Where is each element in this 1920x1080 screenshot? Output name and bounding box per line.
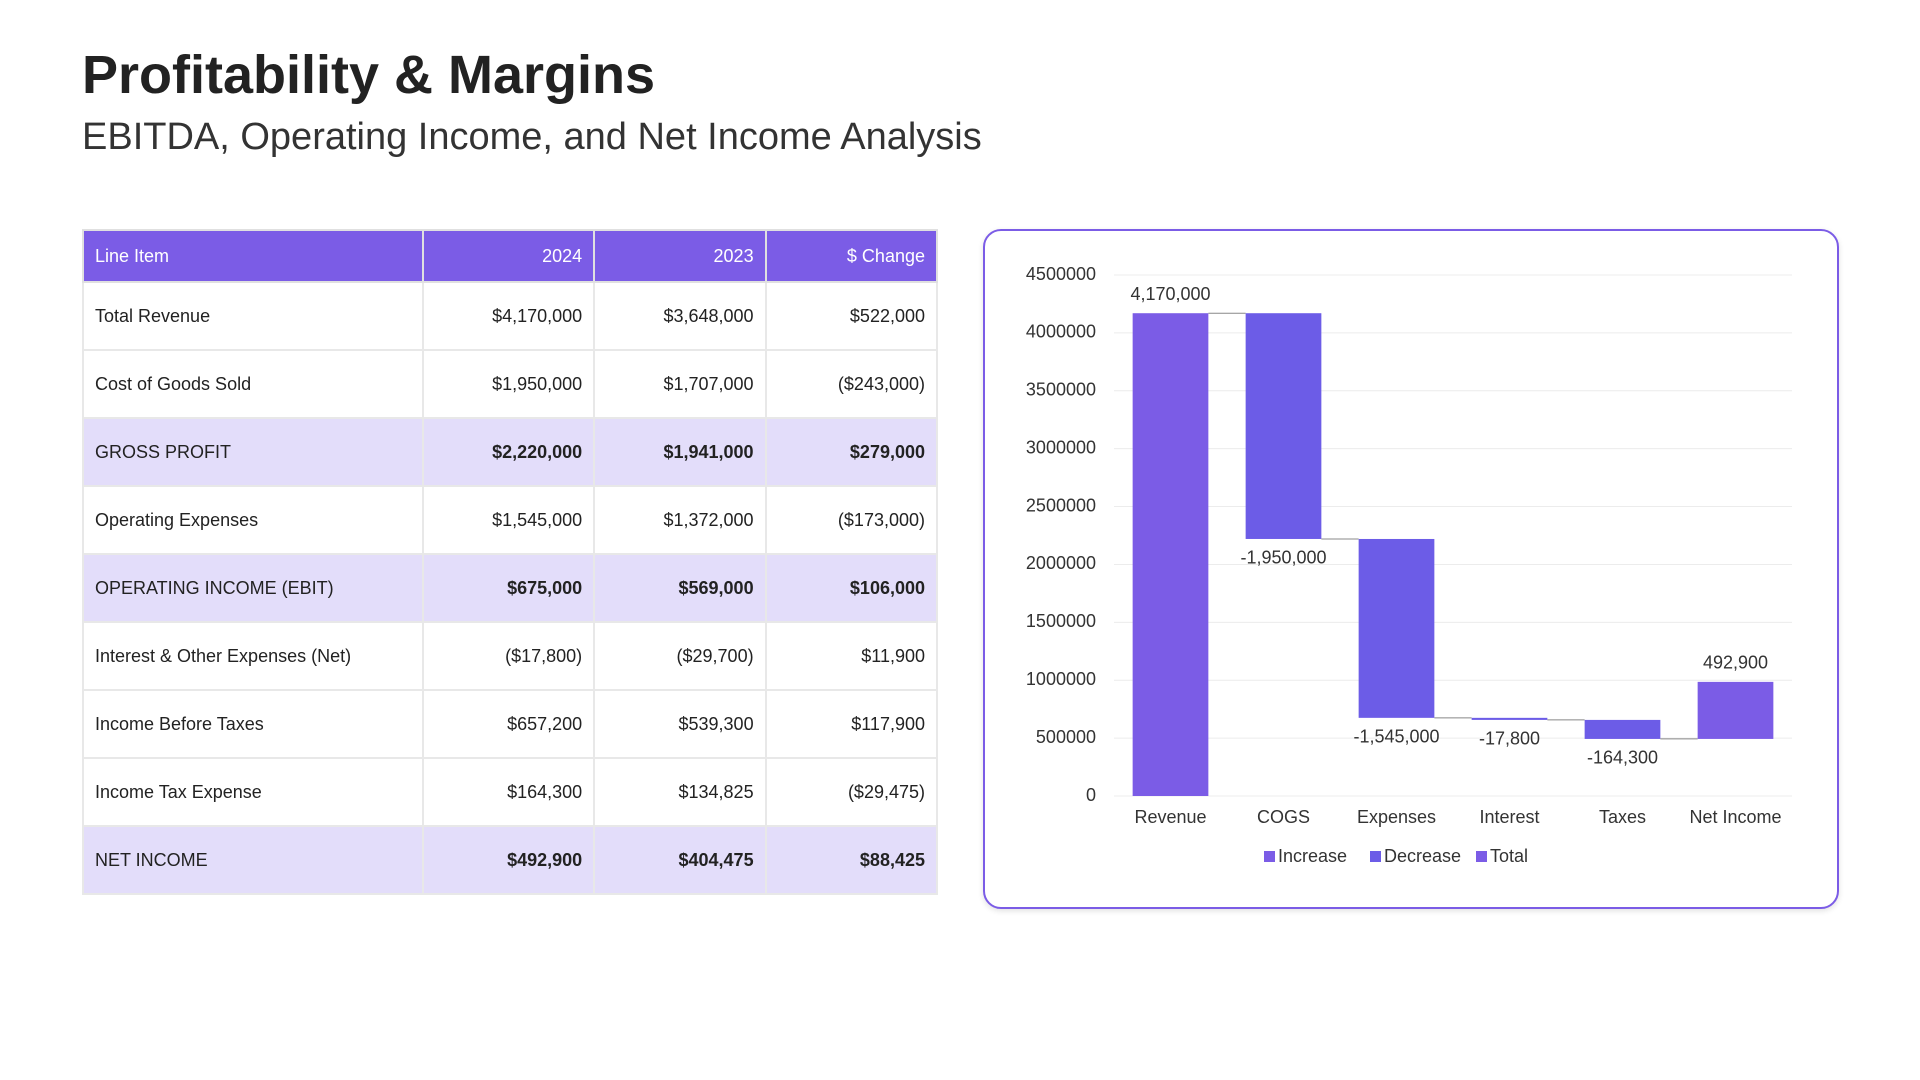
table-cell: $3,648,000 — [593, 281, 767, 351]
table-cell: GROSS PROFIT — [82, 417, 424, 487]
table-cell: $522,000 — [764, 281, 939, 351]
y-tick-label: 4500000 — [1026, 264, 1096, 284]
table-cell: Income Tax Expense — [82, 757, 424, 827]
y-tick-label: 1000000 — [1026, 669, 1096, 689]
slide-subtitle: EBITDA, Operating Income, and Net Income… — [82, 116, 982, 158]
y-tick-label: 2000000 — [1026, 553, 1096, 573]
y-tick-label: 3500000 — [1026, 380, 1096, 400]
table-row: Total Revenue $4,170,000 $3,648,000 $522,00… — [82, 281, 939, 351]
table-cell: $675,000 — [421, 553, 596, 623]
x-tick-label: Revenue — [1134, 807, 1206, 827]
table-cell: $569,000 — [593, 553, 767, 623]
table-row: Income Before Taxes $657,200 $539,300 $117,… — [82, 689, 939, 759]
bar — [1132, 313, 1209, 796]
table-cell: $117,900 — [764, 689, 939, 759]
table-cell: $1,950,000 — [421, 349, 596, 419]
table-row: GROSS PROFIT $2,220,000 $1,941,000 $279,000 — [82, 417, 939, 487]
data-label: 4,170,000 — [1130, 284, 1210, 304]
x-tick-label: Interest — [1479, 807, 1539, 827]
data-label: -1,545,000 — [1353, 727, 1439, 747]
table-cell: ($29,700) — [593, 621, 767, 691]
table-cell: $2,220,000 — [421, 417, 596, 487]
table-cell: $1,545,000 — [421, 485, 596, 555]
x-tick-label: Net Income — [1689, 807, 1781, 827]
table-row: Income Tax Expense $164,300 $134,825 ($29,4… — [82, 757, 939, 827]
x-tick-label: Taxes — [1599, 807, 1646, 827]
bar — [1245, 313, 1322, 539]
table-cell: $134,825 — [593, 757, 767, 827]
table-cell: Total Revenue — [82, 281, 424, 351]
table-cell: Income Before Taxes — [82, 689, 424, 759]
data-label: -1,950,000 — [1240, 548, 1326, 568]
table-cell: ($243,000) — [764, 349, 939, 419]
chart-card — [983, 229, 1839, 909]
x-tick-label: Expenses — [1357, 807, 1436, 827]
legend-label: Decrease — [1384, 846, 1461, 866]
table-cell: Interest & Other Expenses (Net) — [82, 621, 424, 691]
table-row: NET INCOME $492,900 $404,475 $88,425 — [82, 825, 939, 895]
column-header: $ Change — [764, 229, 939, 283]
table-cell: $404,475 — [593, 825, 767, 895]
table-cell: OPERATING INCOME (EBIT) — [82, 553, 424, 623]
table-cell: Cost of Goods Sold — [82, 349, 424, 419]
bar — [1471, 717, 1548, 720]
column-header: 2023 — [593, 229, 767, 283]
table-cell: $106,000 — [764, 553, 939, 623]
table-row: Cost of Goods Sold $1,950,000 $1,707,000 ($… — [82, 349, 939, 419]
table-row: Operating Expenses $1,545,000 $1,372,000 ($… — [82, 485, 939, 555]
table-cell: $88,425 — [764, 825, 939, 895]
legend-swatch — [1370, 851, 1381, 862]
legend-label: Total — [1490, 846, 1528, 866]
table-cell: $539,300 — [593, 689, 767, 759]
y-tick-label: 0 — [1086, 785, 1096, 805]
table-cell: NET INCOME — [82, 825, 424, 895]
table-cell: $657,200 — [421, 689, 596, 759]
slide-title: Profitability & Margins — [82, 45, 656, 105]
table-cell: $1,372,000 — [593, 485, 767, 555]
table-cell: $492,900 — [421, 825, 596, 895]
legend-swatch — [1476, 851, 1487, 862]
table-cell: ($17,800) — [421, 621, 596, 691]
y-tick-label: 500000 — [1036, 727, 1096, 747]
table-cell: $164,300 — [421, 757, 596, 827]
y-tick-label: 4000000 — [1026, 322, 1096, 342]
x-tick-label: COGS — [1257, 807, 1310, 827]
table-row: OPERATING INCOME (EBIT) $675,000 $569,000 $… — [82, 553, 939, 623]
data-label: -164,300 — [1587, 748, 1658, 768]
column-header: Line Item — [82, 229, 424, 283]
table-cell: $1,941,000 — [593, 417, 767, 487]
y-tick-label: 1500000 — [1026, 611, 1096, 631]
y-tick-label: 2500000 — [1026, 495, 1096, 515]
bar — [1584, 719, 1661, 739]
table-cell: Operating Expenses — [82, 485, 424, 555]
header-row: Line Item 2024 2023 $ Change — [82, 229, 939, 283]
data-label: 492,900 — [1703, 653, 1768, 673]
table-cell: ($29,475) — [764, 757, 939, 827]
legend-label: Increase — [1278, 846, 1347, 866]
data-table: Line Item 2024 2023 $ Change Total Revenue $4… — [82, 229, 939, 895]
table-cell: $279,000 — [764, 417, 939, 487]
table-cell: $11,900 — [764, 621, 939, 691]
legend-swatch — [1264, 851, 1275, 862]
table-row: Interest & Other Expenses (Net) ($17,800)… — [82, 621, 939, 691]
bar — [1697, 681, 1774, 739]
table-cell: $4,170,000 — [421, 281, 596, 351]
column-header: 2024 — [421, 229, 596, 283]
y-tick-label: 3000000 — [1026, 437, 1096, 457]
data-label: -17,800 — [1479, 729, 1540, 749]
bar — [1358, 538, 1435, 718]
table-cell: $1,707,000 — [593, 349, 767, 419]
table-cell: ($173,000) — [764, 485, 939, 555]
